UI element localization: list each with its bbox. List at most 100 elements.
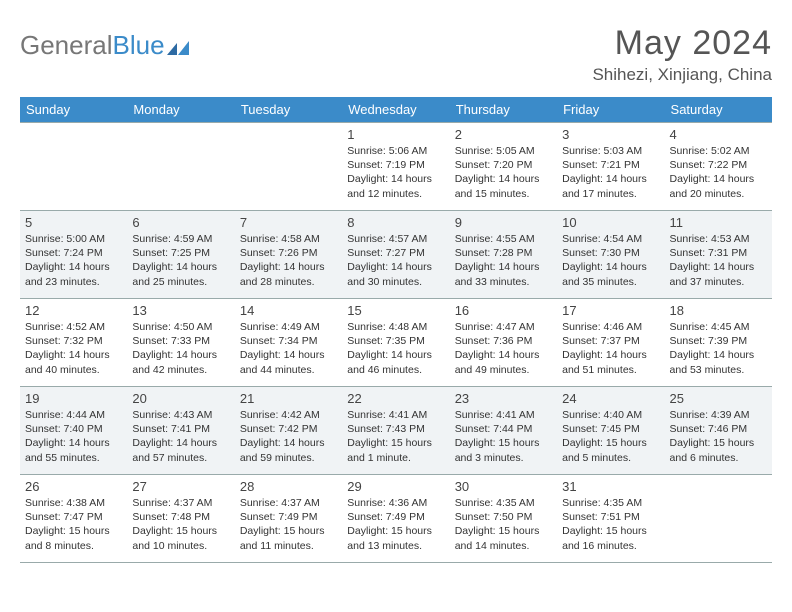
day-number: 6 bbox=[132, 215, 229, 230]
day-number: 28 bbox=[240, 479, 337, 494]
calendar-day-cell: 5 Sunrise: 5:00 AMSunset: 7:24 PMDaylight… bbox=[20, 211, 127, 299]
calendar-day-cell: 12 Sunrise: 4:52 AMSunset: 7:32 PMDayligh… bbox=[20, 299, 127, 387]
calendar-day-cell bbox=[20, 123, 127, 211]
calendar-day-cell: 10Sunrise: 4:54 AMSunset: 7:30 PMDayligh… bbox=[557, 211, 664, 299]
weekday-header: Wednesday bbox=[342, 97, 449, 123]
day-number: 31 bbox=[562, 479, 659, 494]
day-info: Sunrise: 4:40 AMSunset: 7:45 PMDaylight:… bbox=[562, 408, 659, 465]
day-info: Sunrise: 4:47 AMSunset: 7:36 PMDaylight:… bbox=[455, 320, 552, 377]
weekday-header: Saturday bbox=[665, 97, 772, 123]
day-info: Sunrise: 4:37 AMSunset: 7:49 PMDaylight:… bbox=[240, 496, 337, 553]
calendar-day-cell: 15Sunrise: 4:48 AMSunset: 7:35 PMDayligh… bbox=[342, 299, 449, 387]
day-info: Sunrise: 4:58 AMSunset: 7:26 PMDaylight:… bbox=[240, 232, 337, 289]
day-number: 30 bbox=[455, 479, 552, 494]
day-number: 12 bbox=[25, 303, 122, 318]
day-info: Sunrise: 4:35 AMSunset: 7:51 PMDaylight:… bbox=[562, 496, 659, 553]
day-info: Sunrise: 4:37 AMSunset: 7:48 PMDaylight:… bbox=[132, 496, 229, 553]
day-info: Sunrise: 4:41 AMSunset: 7:44 PMDaylight:… bbox=[455, 408, 552, 465]
day-info: Sunrise: 4:42 AMSunset: 7:42 PMDaylight:… bbox=[240, 408, 337, 465]
day-info: Sunrise: 5:02 AMSunset: 7:22 PMDaylight:… bbox=[670, 144, 767, 201]
calendar-day-cell: 25Sunrise: 4:39 AMSunset: 7:46 PMDayligh… bbox=[665, 387, 772, 475]
calendar-day-cell: 7Sunrise: 4:58 AMSunset: 7:26 PMDaylight… bbox=[235, 211, 342, 299]
day-info: Sunrise: 4:45 AMSunset: 7:39 PMDaylight:… bbox=[670, 320, 767, 377]
day-info: Sunrise: 4:48 AMSunset: 7:35 PMDaylight:… bbox=[347, 320, 444, 377]
day-info: Sunrise: 4:46 AMSunset: 7:37 PMDaylight:… bbox=[562, 320, 659, 377]
calendar-day-cell: 22 Sunrise: 4:41 AMSunset: 7:43 PMDayligh… bbox=[342, 387, 449, 475]
day-number: 2 bbox=[455, 127, 552, 142]
calendar-day-cell: 27Sunrise: 4:37 AMSunset: 7:48 PMDayligh… bbox=[127, 475, 234, 563]
day-info: Sunrise: 4:55 AMSunset: 7:28 PMDaylight:… bbox=[455, 232, 552, 289]
day-number: 11 bbox=[670, 215, 767, 230]
day-number: 1 bbox=[347, 127, 444, 142]
day-info: Sunrise: 4:44 AMSunset: 7:40 PMDaylight:… bbox=[25, 408, 122, 465]
brand-part2: Blue bbox=[113, 30, 165, 61]
calendar-day-cell: 6 Sunrise: 4:59 AMSunset: 7:25 PMDaylight… bbox=[127, 211, 234, 299]
calendar-week-row: 5 Sunrise: 5:00 AMSunset: 7:24 PMDaylight… bbox=[20, 211, 772, 299]
day-number: 20 bbox=[132, 391, 229, 406]
title-block: May 2024 Shihezi, Xinjiang, China bbox=[592, 24, 772, 85]
calendar-week-row: 1 Sunrise: 5:06 AMSunset: 7:19 PMDaylight… bbox=[20, 123, 772, 211]
day-info: Sunrise: 4:59 AMSunset: 7:25 PMDaylight:… bbox=[132, 232, 229, 289]
calendar-day-cell: 23Sunrise: 4:41 AMSunset: 7:44 PMDayligh… bbox=[450, 387, 557, 475]
calendar-day-cell: 26 Sunrise: 4:38 AMSunset: 7:47 PMDayligh… bbox=[20, 475, 127, 563]
weekday-header: Sunday bbox=[20, 97, 127, 123]
calendar-day-cell: 29Sunrise: 4:36 AMSunset: 7:49 PMDayligh… bbox=[342, 475, 449, 563]
day-number: 16 bbox=[455, 303, 552, 318]
calendar-day-cell: 13 Sunrise: 4:50 AMSunset: 7:33 PMDayligh… bbox=[127, 299, 234, 387]
day-number: 22 bbox=[347, 391, 444, 406]
brand-logo: GeneralBlue bbox=[20, 24, 193, 61]
day-number: 5 bbox=[25, 215, 122, 230]
day-info: Sunrise: 4:52 AMSunset: 7:32 PMDaylight:… bbox=[25, 320, 122, 377]
day-info: Sunrise: 5:00 AMSunset: 7:24 PMDaylight:… bbox=[25, 232, 122, 289]
calendar-day-cell: 24 Sunrise: 4:40 AMSunset: 7:45 PMDayligh… bbox=[557, 387, 664, 475]
weekday-header: Thursday bbox=[450, 97, 557, 123]
calendar-day-cell: 8 Sunrise: 4:57 AMSunset: 7:27 PMDaylight… bbox=[342, 211, 449, 299]
day-number: 25 bbox=[670, 391, 767, 406]
weekday-header: Monday bbox=[127, 97, 234, 123]
day-info: Sunrise: 4:49 AMSunset: 7:34 PMDaylight:… bbox=[240, 320, 337, 377]
calendar-day-cell: 3 Sunrise: 5:03 AMSunset: 7:21 PMDaylight… bbox=[557, 123, 664, 211]
day-number: 14 bbox=[240, 303, 337, 318]
calendar-day-cell: 18 Sunrise: 4:45 AMSunset: 7:39 PMDayligh… bbox=[665, 299, 772, 387]
day-info: Sunrise: 4:50 AMSunset: 7:33 PMDaylight:… bbox=[132, 320, 229, 377]
day-number: 8 bbox=[347, 215, 444, 230]
calendar-day-cell: 31 Sunrise: 4:35 AMSunset: 7:51 PMDayligh… bbox=[557, 475, 664, 563]
day-number: 29 bbox=[347, 479, 444, 494]
calendar-day-cell: 16 Sunrise: 4:47 AMSunset: 7:36 PMDayligh… bbox=[450, 299, 557, 387]
calendar-day-cell: 30Sunrise: 4:35 AMSunset: 7:50 PMDayligh… bbox=[450, 475, 557, 563]
day-number: 26 bbox=[25, 479, 122, 494]
day-number: 19 bbox=[25, 391, 122, 406]
day-info: Sunrise: 4:54 AMSunset: 7:30 PMDaylight:… bbox=[562, 232, 659, 289]
weekday-header-row: SundayMondayTuesdayWednesdayThursdayFrid… bbox=[20, 97, 772, 123]
calendar-day-cell: 20 Sunrise: 4:43 AMSunset: 7:41 PMDayligh… bbox=[127, 387, 234, 475]
day-number: 18 bbox=[670, 303, 767, 318]
day-info: Sunrise: 5:05 AMSunset: 7:20 PMDaylight:… bbox=[455, 144, 552, 201]
calendar-day-cell: 1 Sunrise: 5:06 AMSunset: 7:19 PMDaylight… bbox=[342, 123, 449, 211]
day-number: 17 bbox=[562, 303, 659, 318]
day-info: Sunrise: 4:38 AMSunset: 7:47 PMDaylight:… bbox=[25, 496, 122, 553]
calendar-day-cell: 4Sunrise: 5:02 AMSunset: 7:22 PMDaylight… bbox=[665, 123, 772, 211]
calendar-week-row: 26 Sunrise: 4:38 AMSunset: 7:47 PMDayligh… bbox=[20, 475, 772, 563]
calendar-table: SundayMondayTuesdayWednesdayThursdayFrid… bbox=[20, 97, 772, 563]
day-number: 24 bbox=[562, 391, 659, 406]
weekday-header: Friday bbox=[557, 97, 664, 123]
calendar-day-cell: 2 Sunrise: 5:05 AMSunset: 7:20 PMDaylight… bbox=[450, 123, 557, 211]
day-info: Sunrise: 4:41 AMSunset: 7:43 PMDaylight:… bbox=[347, 408, 444, 465]
calendar-day-cell: 9 Sunrise: 4:55 AMSunset: 7:28 PMDaylight… bbox=[450, 211, 557, 299]
day-info: Sunrise: 5:03 AMSunset: 7:21 PMDaylight:… bbox=[562, 144, 659, 201]
day-info: Sunrise: 5:06 AMSunset: 7:19 PMDaylight:… bbox=[347, 144, 444, 201]
day-number: 13 bbox=[132, 303, 229, 318]
day-number: 21 bbox=[240, 391, 337, 406]
calendar-day-cell: 21 Sunrise: 4:42 AMSunset: 7:42 PMDayligh… bbox=[235, 387, 342, 475]
day-info: Sunrise: 4:43 AMSunset: 7:41 PMDaylight:… bbox=[132, 408, 229, 465]
calendar-day-cell: 28 Sunrise: 4:37 AMSunset: 7:49 PMDayligh… bbox=[235, 475, 342, 563]
calendar-day-cell bbox=[235, 123, 342, 211]
day-info: Sunrise: 4:53 AMSunset: 7:31 PMDaylight:… bbox=[670, 232, 767, 289]
location: Shihezi, Xinjiang, China bbox=[592, 65, 772, 85]
calendar-week-row: 19 Sunrise: 4:44 AMSunset: 7:40 PMDayligh… bbox=[20, 387, 772, 475]
brand-part1: General bbox=[20, 30, 113, 61]
day-info: Sunrise: 4:57 AMSunset: 7:27 PMDaylight:… bbox=[347, 232, 444, 289]
calendar-day-cell bbox=[665, 475, 772, 563]
day-number: 3 bbox=[562, 127, 659, 142]
day-number: 9 bbox=[455, 215, 552, 230]
